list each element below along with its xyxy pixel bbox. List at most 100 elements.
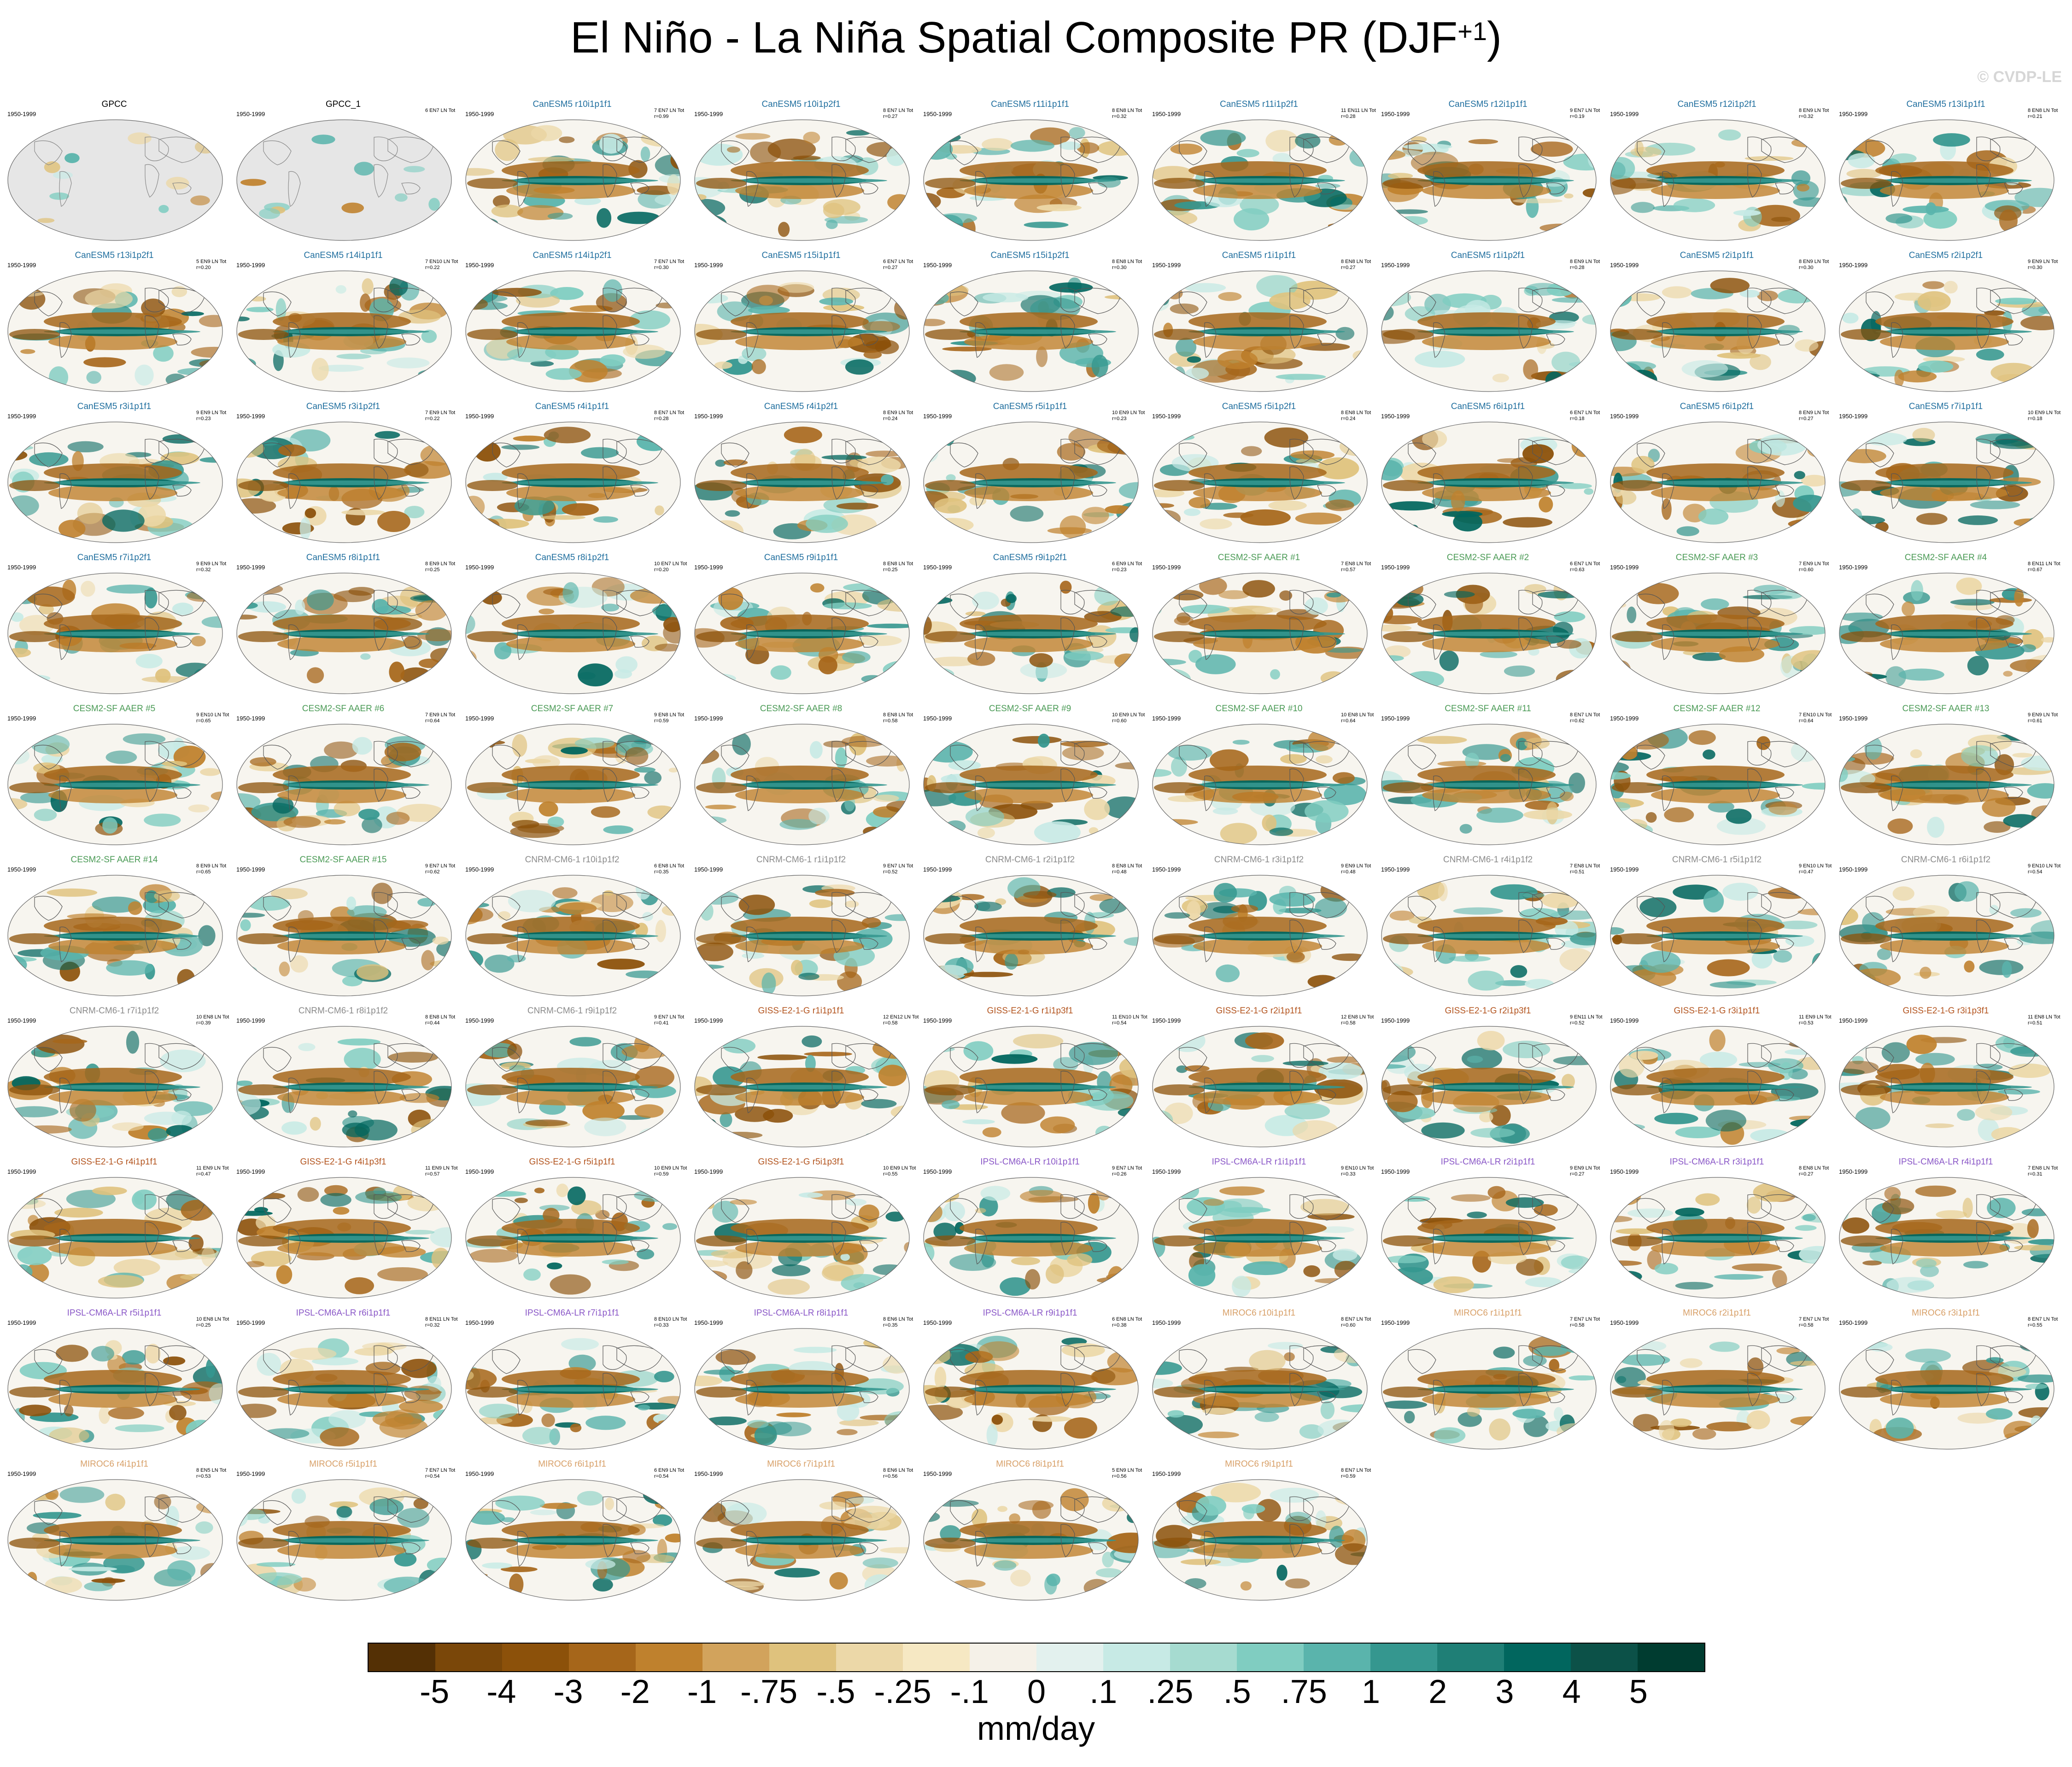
world-map [465,1328,681,1450]
panel-correlation: r=0.23 [196,416,211,421]
panel-stats: 11 EN11 LN Tot r=0.28 [1341,108,1376,120]
world-map [1839,1177,2054,1299]
panel-title: CESM2-SF AAER #8 [760,704,843,714]
panel-correlation: r=0.64 [425,718,440,724]
panel-event-counts: 7 EN9 LN Tot [1799,561,1829,567]
colorbar-tick-label: 5 [1629,1673,1648,1710]
world-map [236,119,452,241]
panel-title: IPSL-CM6A-LR r2i1p1f1 [1440,1157,1535,1167]
panel-stats: 6 EN7 LN Tot r=0.63 [1570,561,1602,573]
map-panel: CNRM-CM6-1 r8i1p1f2 1950-1999 8 EN8 LN Tot… [229,1004,457,1154]
colorbar-swatch [1571,1644,1638,1671]
panel-stats: 8 EN8 LN Tot r=0.44 [425,1014,457,1026]
panel-event-counts: 8 EN8 LN Tot [1799,1165,1829,1171]
panel-title: CNRM-CM6-1 r3i1p1f2 [1214,855,1304,865]
panel-stats: 5 EN9 LN Tot r=0.56 [1112,1468,1144,1480]
world-map [694,1177,910,1299]
colorbar-swatch [1103,1644,1170,1671]
colorbar-tick-label: -3 [553,1673,583,1710]
panel-stats: 9 EN7 LN Tot r=0.62 [425,863,457,875]
panel-correlation: r=0.28 [654,416,669,421]
panel-period: 1950-1999 [1839,413,1868,420]
colorbar-swatch [970,1644,1036,1671]
panel-stats: 12 EN12 LN Tot r=0.58 [883,1014,919,1026]
map-panel: GISS-E2-1-G r2i1p3f1 1950-1999 9 EN11 LN T… [1374,1004,1603,1154]
panel-stats: 8 EN7 LN Tot r=0.27 [883,108,915,120]
panel-event-counts: 9 EN7 LN Tot [1112,1165,1142,1171]
panel-correlation: r=0.23 [1112,567,1127,573]
panel-event-counts: 8 EN7 LN Tot [1341,1468,1371,1473]
map-panel: CanESM5 r14i1p1f1 1950-1999 7 EN10 LN Tot r… [229,249,458,399]
panel-stats: 7 EN7 LN Tot r=0.54 [425,1468,457,1480]
panel-stats: 9 EN9 LN Tot r=0.48 [1341,863,1373,875]
panel-event-counts: 9 EN7 LN Tot [654,1014,685,1020]
panel-event-counts: 6 EN7 LN Tot [1570,561,1600,567]
panel-title: MIROC6 r9i1p1f1 [1225,1459,1293,1469]
panel-correlation: r=0.27 [1570,1171,1585,1177]
panel-correlation: r=0.59 [654,718,669,724]
panel-event-counts: 9 EN7 LN Tot [1570,108,1600,113]
panel-stats: 11 EN9 LN Tot r=0.57 [425,1165,458,1177]
world-map [923,724,1139,845]
world-map [923,573,1139,694]
world-map [7,1177,223,1299]
panel-stats: 8 EN9 LN Tot r=0.24 [883,410,915,422]
map-panel: CESM2-SF AAER #10 1950-1999 10 EN8 LN Tot r… [1145,702,1374,852]
world-map [1610,1177,1826,1299]
panel-title: GISS-E2-1-G r3i1p3f1 [1902,1006,1989,1016]
panel-period: 1950-1999 [923,111,952,117]
panel-correlation: r=0.60 [1799,567,1814,573]
world-map [7,573,223,694]
panel-event-counts: 8 EN8 LN Tot [1112,863,1142,869]
panel-event-counts: 7 EN7 LN Tot [654,259,685,264]
panel-correlation: r=0.32 [196,567,211,573]
panel-event-counts: 10 EN9 LN Tot [1112,410,1145,415]
panel-period: 1950-1999 [1610,1017,1639,1024]
colorbar-swatch [1504,1644,1571,1671]
world-map [7,875,223,996]
map-panel: GISS-E2-1-G r2i1p1f1 1950-1999 12 EN8 LN T… [1145,1004,1374,1154]
panel-correlation: r=0.41 [654,1020,669,1026]
panel-stats: 9 EN9 LN Tot r=0.32 [196,561,228,573]
panel-event-counts: 6 EN9 LN Tot [1112,561,1142,567]
map-panel: CanESM5 r11i1p2f1 1950-1999 11 EN11 LN Tot… [1145,98,1376,248]
panel-event-counts: 8 EN8 LN Tot [1112,259,1142,264]
world-map [1610,573,1826,694]
map-panel: GPCC 1950-1999 [0,98,228,248]
panel-stats: 9 EN7 LN Tot r=0.19 [1570,108,1602,120]
panel-stats: 9 EN9 LN Tot r=0.30 [2028,259,2060,271]
panel-period: 1950-1999 [1152,1168,1181,1175]
panel-event-counts: 7 EN9 LN Tot [425,410,456,415]
panel-event-counts: 6 EN9 LN Tot [654,1468,685,1473]
panel-title: CanESM5 r2i1p1f1 [1680,251,1754,260]
world-map [923,1177,1139,1299]
panel-period: 1950-1999 [923,262,952,269]
world-map [1381,270,1597,392]
panel-stats: 10 EN8 LN Tot r=0.25 [196,1316,229,1328]
panel-event-counts: 10 EN9 LN Tot [1112,712,1145,718]
panel-period: 1950-1999 [1839,715,1868,722]
world-map [1152,270,1368,392]
panel-period: 1950-1999 [1839,1017,1868,1024]
panel-event-counts: 8 EN9 LN Tot [1799,259,1829,264]
panel-stats: 9 EN10 LN Tot r=0.54 [2028,863,2060,875]
world-map [1381,1328,1597,1450]
world-map [236,421,452,543]
panel-correlation: r=0.27 [883,265,898,270]
panel-correlation: r=0.32 [425,1322,440,1328]
panel-period: 1950-1999 [923,1017,952,1024]
panel-period: 1950-1999 [1610,111,1639,117]
panel-period: 1950-1999 [1610,1319,1639,1326]
map-panel: GISS-E2-1-G r1i1p1f1 1950-1999 12 EN12 LN … [687,1004,919,1154]
panel-period: 1950-1999 [1152,413,1181,420]
panel-event-counts: 8 EN9 LN Tot [196,863,227,869]
world-map [465,724,681,845]
panel-correlation: r=0.28 [1341,114,1356,119]
panel-period: 1950-1999 [694,564,723,571]
world-map [1152,724,1368,845]
panel-correlation: r=0.27 [883,114,898,119]
panel-correlation: r=0.30 [1112,265,1127,270]
panel-title: CanESM5 r6i1p2f1 [1680,402,1754,411]
panel-stats: 8 EN8 LN Tot r=0.58 [883,712,915,724]
map-panel: CanESM5 r5i1p1f1 1950-1999 10 EN9 LN Tot r=… [916,400,1145,550]
